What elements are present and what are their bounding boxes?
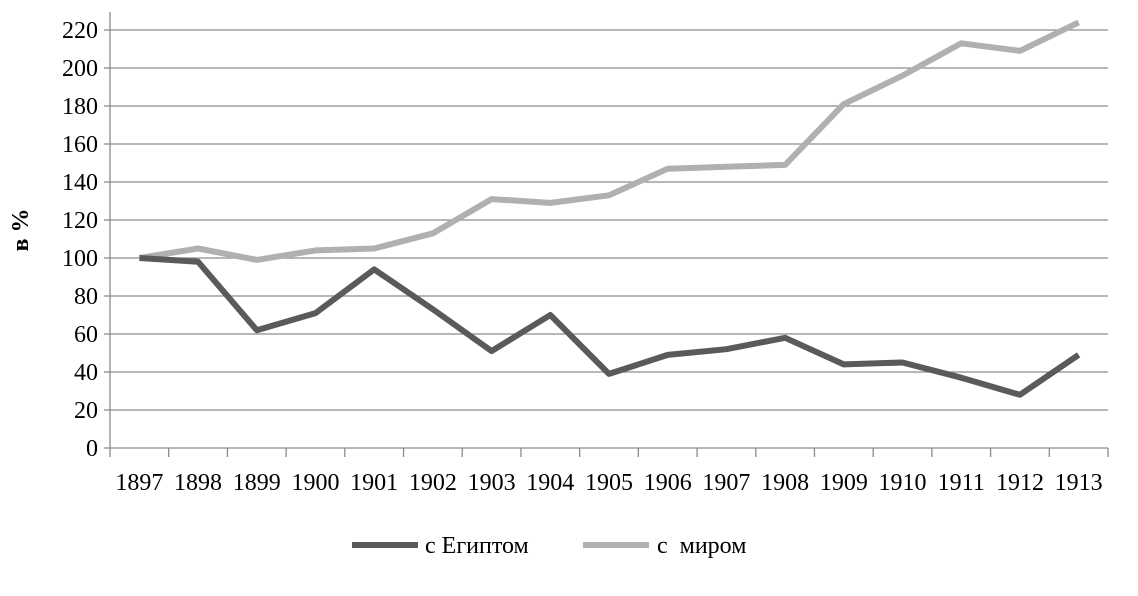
- x-tick-label: 1905: [585, 470, 633, 496]
- y-tick-label: 120: [62, 208, 98, 234]
- tick-labels: 0 20 40 60 80 100 120 140 160 180 200 220 1897 1898 18…: [62, 18, 1103, 496]
- y-tick-label: 200: [62, 56, 98, 82]
- x-tick-label: 1898: [174, 470, 222, 496]
- x-tick-label: 1912: [996, 470, 1044, 496]
- series-lines: [138, 19, 1081, 398]
- x-tick-label: 1900: [291, 470, 339, 496]
- y-tick-label: 100: [62, 246, 98, 272]
- y-tick-label: 160: [62, 132, 98, 158]
- x-tick-label: 1906: [644, 470, 692, 496]
- x-tick-label: 1899: [233, 470, 281, 496]
- x-tick-label: 1911: [938, 470, 985, 496]
- series-line-0: [139, 255, 1081, 398]
- x-tick-label: 1897: [115, 470, 163, 496]
- y-tick-label: 60: [74, 322, 98, 348]
- legend: с Египтом с миром: [352, 533, 746, 559]
- x-tick-label: 1907: [702, 470, 750, 496]
- x-tick-label: 1909: [820, 470, 868, 496]
- y-tick-label: 40: [74, 360, 98, 386]
- x-tick-label: 1902: [409, 470, 457, 496]
- y-tick-label: 140: [62, 170, 98, 196]
- x-tick-label: 1901: [350, 470, 398, 496]
- y-tick-label: 0: [86, 436, 98, 462]
- x-tick-label: 1908: [761, 470, 809, 496]
- series-line-1: [138, 19, 1080, 263]
- gridlines: [110, 29, 1108, 411]
- legend-label-0: с Египтом: [425, 533, 529, 559]
- axes: [104, 12, 1109, 457]
- y-tick-label: 20: [74, 398, 98, 424]
- x-tick-label: 1913: [1055, 470, 1103, 496]
- y-axis-title: в %: [8, 209, 34, 252]
- y-tick-label: 220: [62, 18, 98, 44]
- x-tick-label: 1904: [526, 470, 574, 496]
- y-tick-label: 180: [62, 94, 98, 120]
- x-tick-label: 1910: [879, 470, 927, 496]
- x-tick-label: 1903: [468, 470, 516, 496]
- y-tick-label: 80: [74, 284, 98, 310]
- legend-label-1: с миром: [657, 533, 746, 559]
